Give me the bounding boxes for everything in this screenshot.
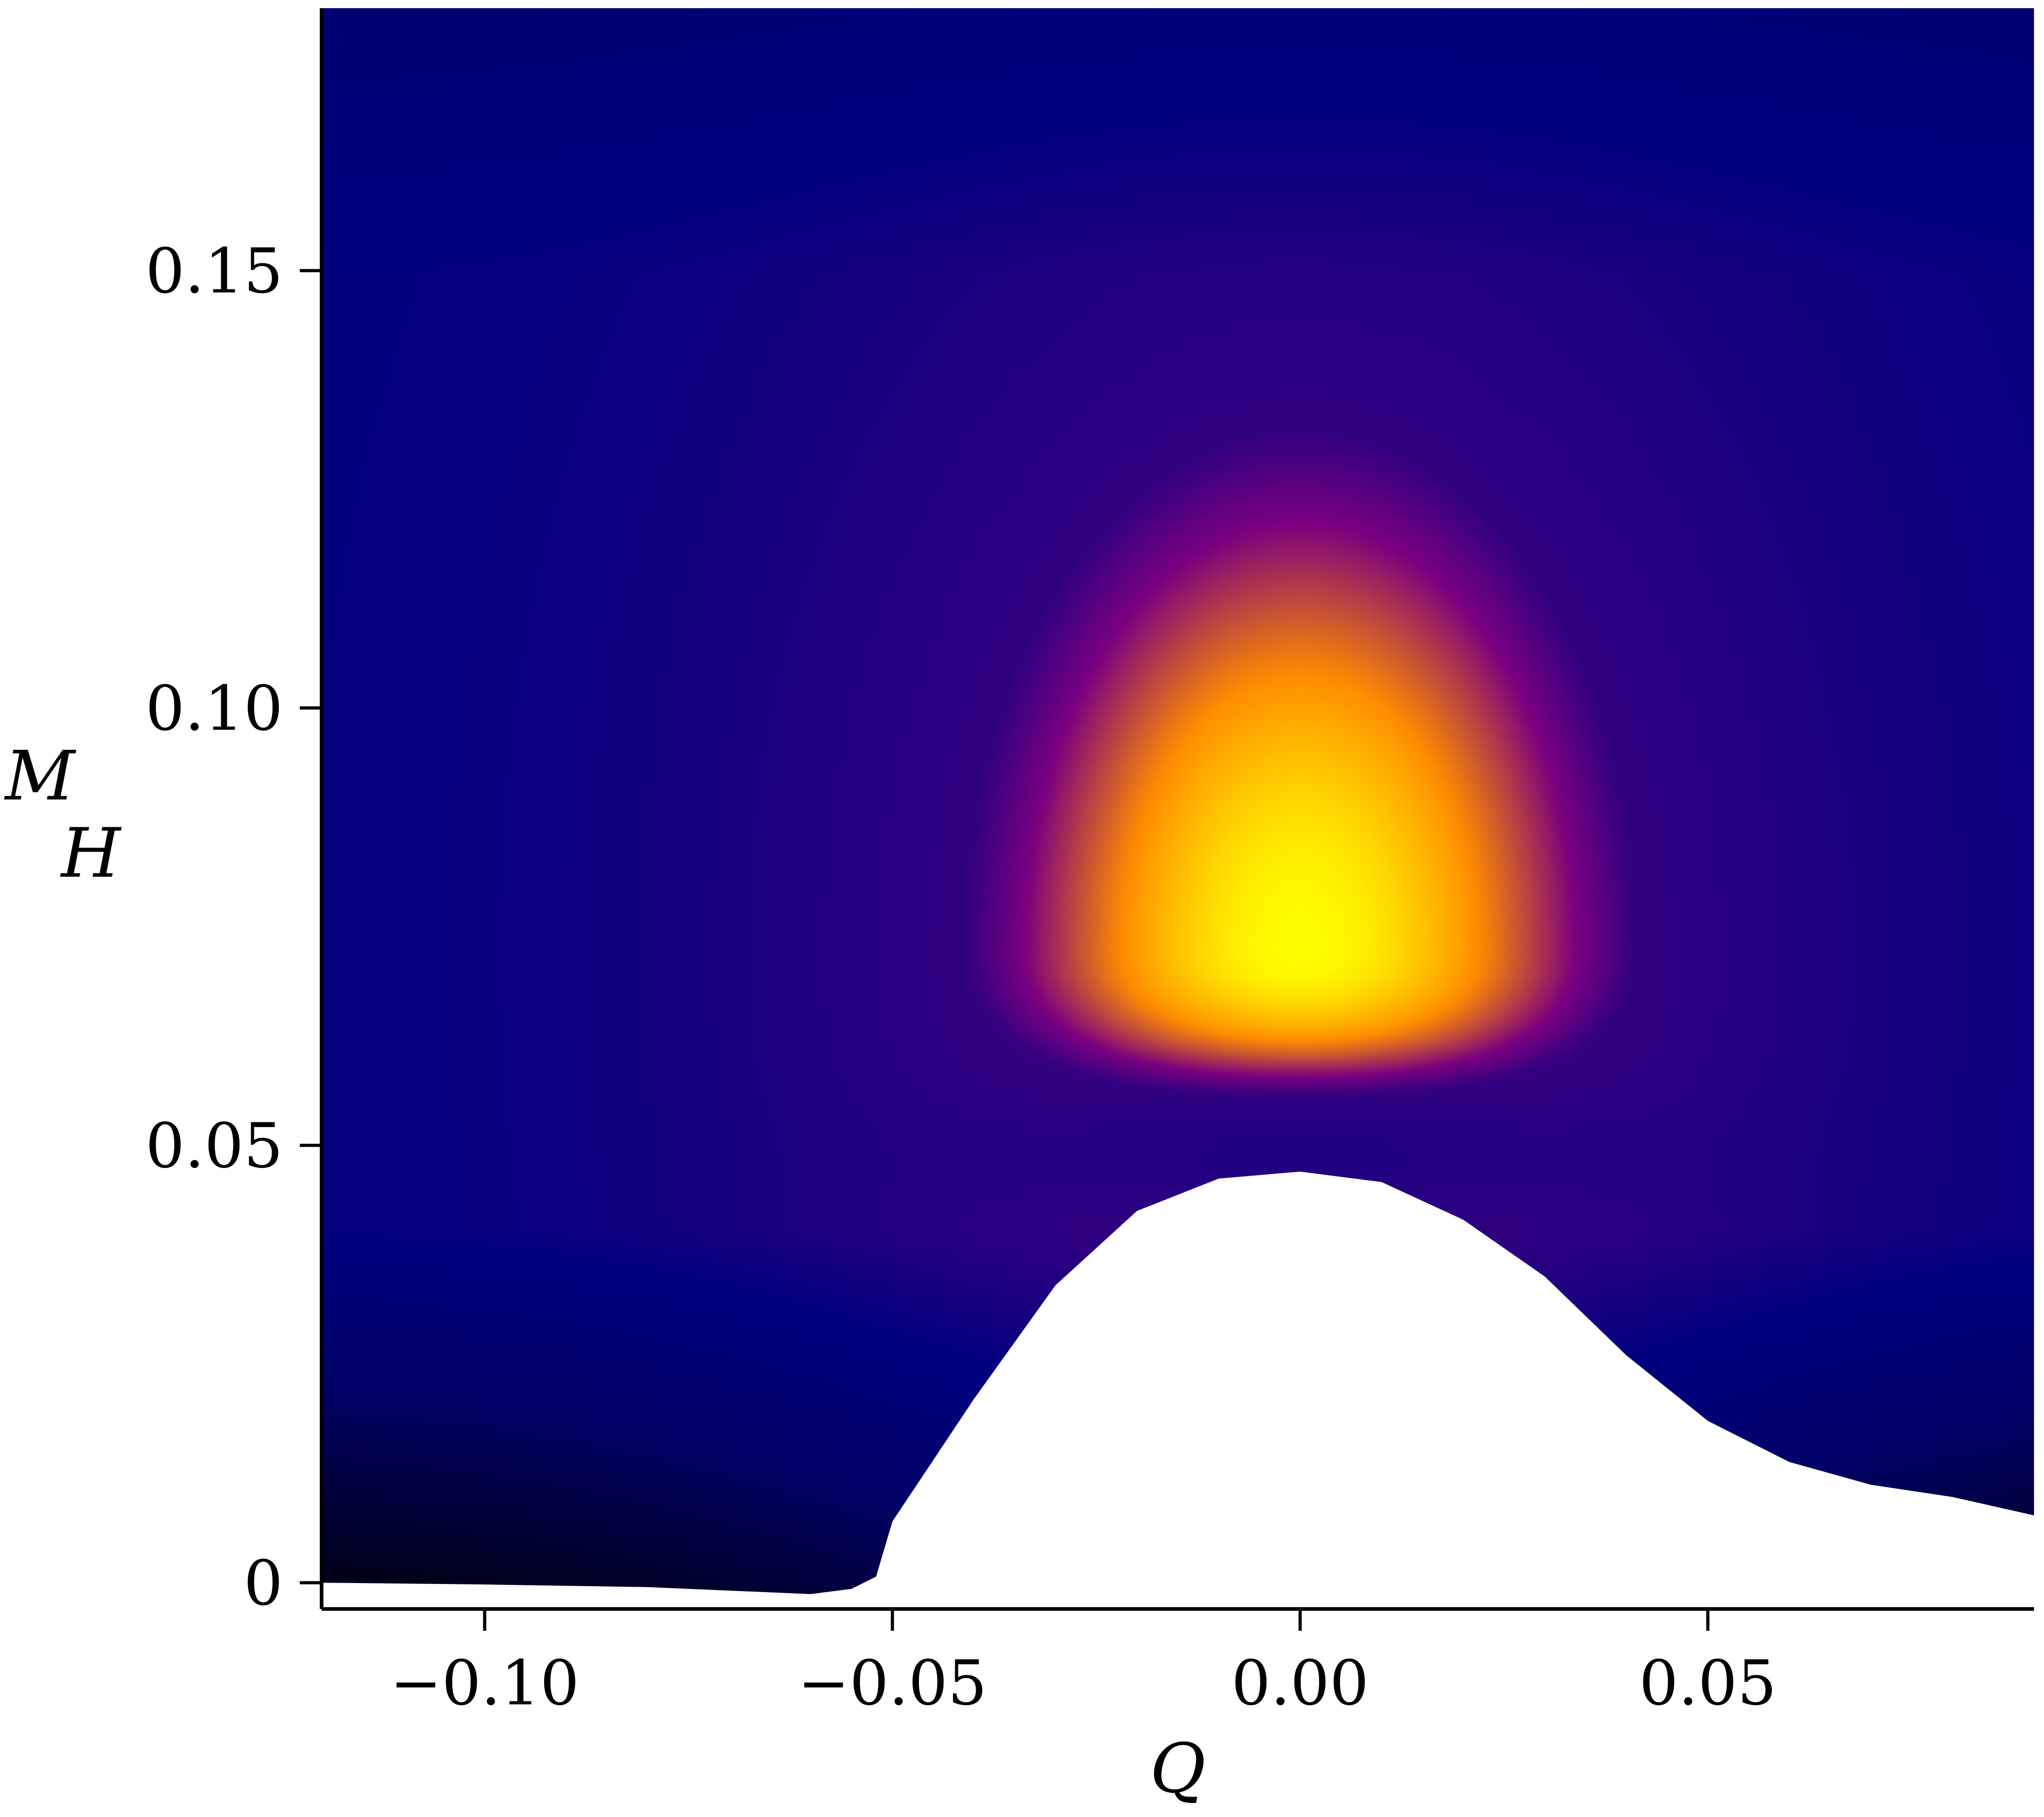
y-tick-label: 0.05 — [145, 1110, 283, 1182]
x-tick-label: −0.05 — [798, 1648, 987, 1719]
y-ticks: 0 0.05 0.10 0.15 — [145, 236, 322, 1619]
x-tick-label: 0.00 — [1231, 1648, 1369, 1719]
plot-area — [322, 8, 2034, 1609]
x-tick-label: −0.10 — [390, 1648, 580, 1719]
y-axis-label-subscript: H — [60, 814, 122, 893]
axes: −0.10 −0.05 0.00 0.05 0 0.05 0.10 0.15 Q M H — [4, 8, 2034, 1808]
y-axis-label: M — [4, 737, 76, 816]
x-ticks: −0.10 −0.05 0.00 0.05 — [390, 1609, 1776, 1719]
y-tick-label: 0.10 — [145, 673, 283, 745]
excluded-region — [322, 1172, 2034, 1609]
y-tick-label: 0 — [243, 1548, 283, 1619]
x-tick-label: 0.05 — [1639, 1648, 1776, 1719]
y-tick-label: 0.15 — [145, 236, 283, 308]
x-axis-label: Q — [1150, 1729, 1206, 1808]
